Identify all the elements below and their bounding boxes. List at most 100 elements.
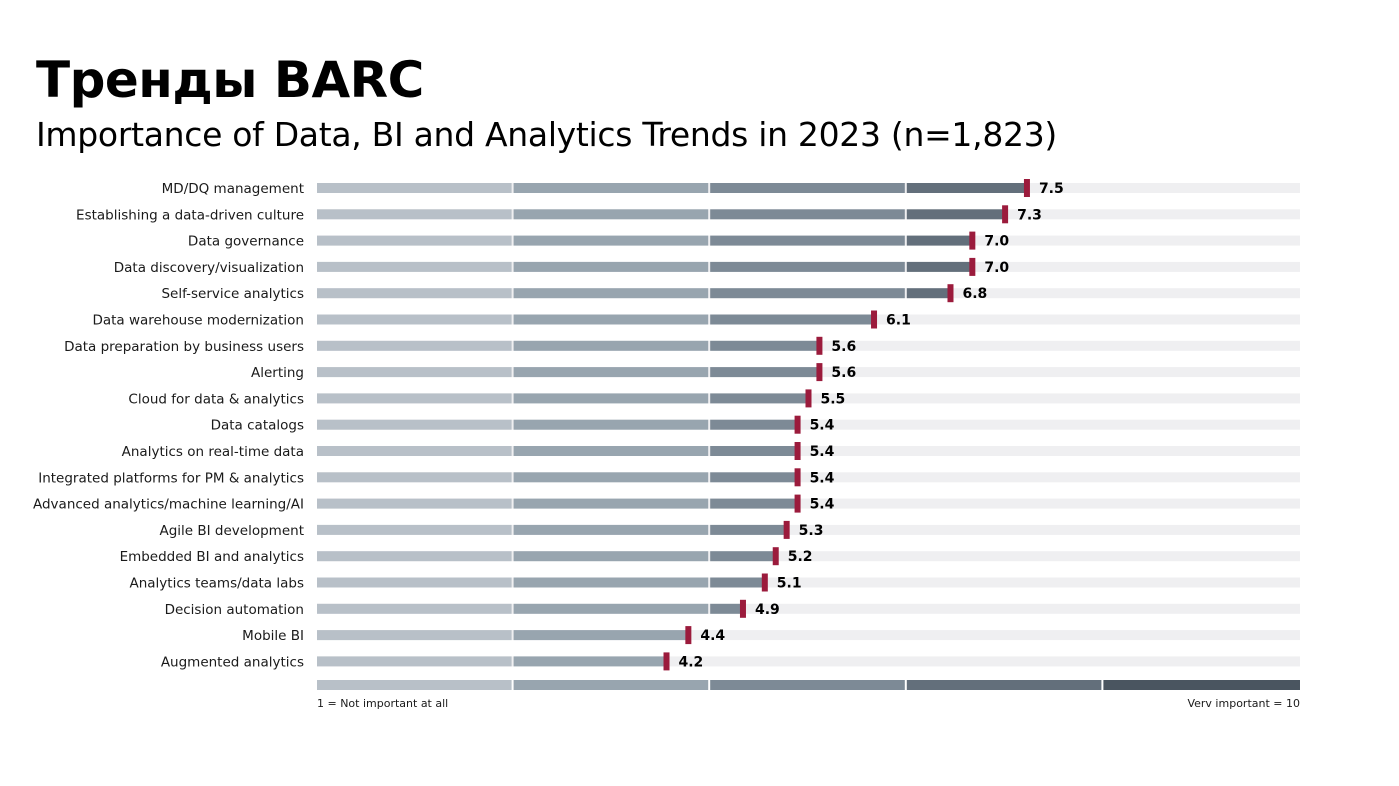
category-label: Embedded BI and analytics bbox=[120, 549, 304, 565]
bar-segment bbox=[513, 209, 709, 220]
category-label: Self-service analytics bbox=[161, 286, 304, 302]
bar-segment bbox=[710, 235, 905, 246]
bar-segment bbox=[317, 419, 512, 430]
chart-subtitle: Importance of Data, BI and Analytics Tre… bbox=[36, 115, 1057, 154]
category-label: Mobile BI bbox=[242, 628, 304, 644]
category-label: Integrated platforms for PM & analytics bbox=[38, 470, 304, 486]
scale-segment bbox=[513, 680, 709, 690]
chart-row: Embedded BI and analytics 5.2 bbox=[120, 547, 1300, 566]
value-marker bbox=[816, 363, 823, 382]
bar-segment bbox=[513, 577, 709, 588]
value-label: 4.4 bbox=[700, 628, 725, 644]
bar-segment bbox=[317, 314, 512, 325]
bar-segment bbox=[317, 472, 512, 483]
bar-track bbox=[317, 577, 1300, 588]
bar-segment bbox=[710, 183, 905, 193]
bar-segment bbox=[317, 656, 512, 667]
bar-segment bbox=[710, 419, 798, 430]
bar-segment bbox=[317, 603, 512, 614]
category-label: Data warehouse modernization bbox=[92, 313, 304, 329]
chart-row: MD/DQ management 7.5 bbox=[162, 179, 1300, 197]
value-marker bbox=[685, 626, 692, 645]
category-label: Advanced analytics/machine learning/AI bbox=[33, 497, 304, 513]
value-marker bbox=[794, 442, 801, 460]
bar-segment bbox=[513, 235, 709, 246]
bar-segment bbox=[513, 419, 709, 430]
chart-row: Advanced analytics/machine learning/AI 5.… bbox=[33, 494, 1300, 513]
category-label: Establishing a data-driven culture bbox=[76, 207, 304, 223]
bar-track bbox=[317, 551, 1300, 562]
value-label: 7.0 bbox=[984, 234, 1009, 250]
value-marker bbox=[1023, 179, 1030, 197]
category-label: Decision automation bbox=[165, 602, 304, 618]
bar-track bbox=[317, 656, 1300, 667]
bar-segment bbox=[710, 472, 798, 483]
category-label: Data preparation by business users bbox=[64, 339, 304, 355]
value-marker bbox=[969, 257, 976, 276]
value-label: 4.2 bbox=[679, 654, 704, 670]
bar-segment bbox=[906, 235, 973, 246]
bar-segment bbox=[513, 393, 709, 404]
bar-segment bbox=[317, 261, 512, 272]
page-title: Тренды BARC bbox=[36, 51, 424, 109]
chart-row: Data preparation by business users 5.6 bbox=[64, 336, 1300, 355]
bar-segment bbox=[710, 314, 875, 325]
bar-segment bbox=[513, 498, 709, 509]
bar-segment bbox=[710, 446, 798, 456]
bar-segment bbox=[513, 656, 667, 667]
value-label: 5.6 bbox=[831, 365, 856, 381]
bar-segment bbox=[317, 577, 512, 588]
bar-track bbox=[317, 419, 1300, 430]
value-label: 5.3 bbox=[799, 523, 824, 539]
chart-row: Agile BI development 5.3 bbox=[160, 520, 1300, 539]
bar-segment bbox=[317, 183, 512, 193]
bar-segment bbox=[317, 524, 512, 535]
category-label: Data governance bbox=[188, 234, 304, 250]
bar-segment bbox=[710, 524, 787, 535]
bar-segment bbox=[317, 288, 512, 299]
category-label: MD/DQ management bbox=[162, 181, 304, 197]
bar-segment bbox=[906, 288, 951, 299]
scale-segment bbox=[1103, 680, 1300, 690]
category-label: Cloud for data & analytics bbox=[128, 391, 304, 407]
value-marker bbox=[871, 310, 878, 329]
value-label: 7.3 bbox=[1017, 207, 1042, 223]
bar-segment bbox=[710, 209, 905, 220]
value-marker bbox=[794, 468, 801, 487]
value-marker bbox=[794, 415, 801, 434]
bar-segment bbox=[710, 288, 905, 299]
bar-segment bbox=[513, 288, 709, 299]
value-marker bbox=[1002, 205, 1009, 224]
bar-segment bbox=[710, 551, 776, 562]
bar-segment bbox=[710, 603, 743, 614]
bar-segment bbox=[317, 498, 512, 509]
bar-segment bbox=[513, 446, 709, 456]
value-label: 5.4 bbox=[810, 497, 835, 513]
chart-row: Mobile BI 4.4 bbox=[242, 626, 1300, 645]
category-label: Alerting bbox=[251, 365, 304, 381]
bar-track bbox=[317, 630, 1300, 641]
scale-min-label: 1 = Not important at all bbox=[317, 697, 448, 710]
bar-segment bbox=[710, 367, 820, 378]
bar-segment bbox=[513, 551, 709, 562]
scale-segment bbox=[317, 680, 512, 690]
category-label: Analytics teams/data labs bbox=[129, 576, 304, 592]
scale-max-label: Verv important = 10 bbox=[1187, 697, 1300, 710]
value-label: 5.4 bbox=[810, 418, 835, 434]
value-marker bbox=[783, 520, 790, 539]
category-label: Analytics on real-time data bbox=[122, 444, 304, 460]
chart-row: Establishing a data-driven culture 7.3 bbox=[76, 205, 1300, 224]
bar-segment bbox=[513, 603, 709, 614]
bar-segment bbox=[317, 551, 512, 562]
value-label: 6.8 bbox=[962, 286, 987, 302]
bar-segment bbox=[513, 314, 709, 325]
bar-segment bbox=[906, 261, 973, 272]
chart-row: Integrated platforms for PM & analytics 5… bbox=[38, 468, 1300, 487]
scale-segment bbox=[710, 680, 905, 690]
category-label: Data discovery/visualization bbox=[114, 260, 304, 276]
bar-track bbox=[317, 446, 1300, 456]
value-label: 5.4 bbox=[810, 470, 835, 486]
bar-segment bbox=[317, 393, 512, 404]
bar-segment bbox=[317, 209, 512, 220]
